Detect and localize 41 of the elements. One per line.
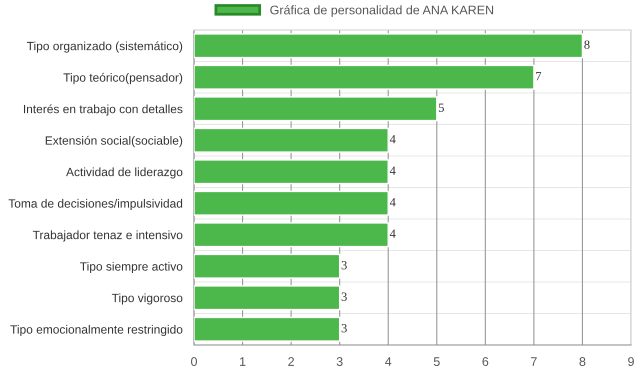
y-tick-label: Tipo vigoroso — [112, 293, 182, 305]
y-tick-label: Tipo organizado (sistemático) — [26, 41, 182, 53]
data-label: 8 — [584, 40, 590, 49]
y-tick-label: Actividad de liderazgo — [66, 167, 182, 179]
x-tick-label: 2 — [288, 357, 294, 366]
x-tick-label: 8 — [580, 357, 586, 366]
bar — [194, 285, 340, 310]
bar — [194, 159, 389, 184]
x-tick-label: 0 — [191, 357, 197, 366]
y-tick-label: Toma de decisiones/impulsividad — [8, 198, 182, 210]
bar — [194, 190, 389, 216]
y-tick-label: Trabajador tenaz e intensivo — [32, 230, 182, 242]
data-label: 4 — [390, 198, 396, 206]
y-tick-label: Tipo emocionalmente restringido — [10, 324, 182, 336]
bar — [194, 128, 389, 153]
bar — [194, 222, 389, 248]
y-tick-label: Interés en trabajo con detalles — [24, 104, 182, 116]
bar — [194, 96, 438, 122]
data-label: 4 — [390, 166, 396, 175]
data-label: 4 — [390, 230, 396, 238]
bar — [194, 33, 584, 58]
legend-label: Gráfica de personalidad de ANA KAREN — [270, 5, 494, 17]
bar — [194, 316, 340, 342]
data-label: 3 — [342, 292, 347, 301]
y-tick-label: Tipo teórico(pensador) — [63, 72, 182, 84]
x-tick-label: 6 — [482, 357, 488, 366]
y-tick-label: Tipo siempre activo — [80, 262, 182, 274]
x-tick-label: 4 — [385, 357, 392, 366]
y-tick-label: Extensión social(sociable) — [46, 136, 182, 148]
bar — [194, 64, 535, 90]
data-label: 7 — [536, 72, 542, 80]
data-label: 4 — [390, 135, 396, 144]
x-tick-label: 5 — [434, 357, 440, 366]
x-tick-label: 7 — [531, 357, 537, 366]
x-tick-label: 3 — [336, 357, 343, 366]
data-label: 5 — [438, 104, 444, 112]
data-label: 3 — [342, 260, 347, 270]
x-tick-label: 9 — [628, 357, 634, 366]
data-label: 3 — [342, 324, 347, 332]
x-tick-label: 1 — [240, 357, 246, 366]
bar — [194, 254, 340, 279]
